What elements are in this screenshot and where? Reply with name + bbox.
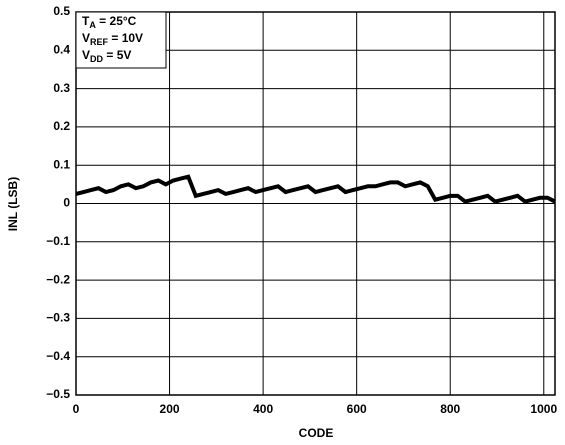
data-line xyxy=(75,174,556,204)
y-tick-label: −0.4 xyxy=(46,349,70,363)
annotation-part: T xyxy=(82,14,90,28)
y-tick-label: −0.5 xyxy=(46,387,70,401)
y-axis-label: INL (LSB) xyxy=(6,177,20,231)
annotation-part: V xyxy=(82,48,90,62)
annotation-part: A xyxy=(89,20,96,30)
y-tick-label: 0.3 xyxy=(53,81,70,95)
y-tick-label: 0.1 xyxy=(53,157,70,171)
annotation-part: = 5V xyxy=(103,48,131,62)
y-tick-label: −0.1 xyxy=(46,234,70,248)
x-tick-label: 0 xyxy=(73,402,80,416)
y-tick-label: 0.2 xyxy=(53,119,70,133)
annotation: TA = 25°C xyxy=(82,14,137,30)
x-axis-label: CODE xyxy=(299,426,334,440)
y-tick-label: 0 xyxy=(63,196,70,210)
annotation-part: V xyxy=(82,31,90,45)
y-tick-label: −0.2 xyxy=(46,272,70,286)
y-tick-label: 0.4 xyxy=(53,42,70,56)
annotation: VREF = 10V xyxy=(82,31,143,47)
y-tick-label: −0.3 xyxy=(46,311,70,325)
annotation-box xyxy=(75,11,167,69)
annotation-part: = 25°C xyxy=(96,14,137,28)
y-tick-label: 0.5 xyxy=(53,4,70,18)
x-tick-label: 800 xyxy=(440,402,460,416)
annotation-part: DD xyxy=(90,54,103,64)
x-tick-label: 400 xyxy=(253,402,273,416)
annotation: VDD = 5V xyxy=(82,48,131,64)
plot-frame xyxy=(75,11,556,396)
x-tick-label: 600 xyxy=(347,402,367,416)
x-tick-label: 200 xyxy=(160,402,180,416)
x-tick-label: 1000 xyxy=(530,402,557,416)
annotation-part: REF xyxy=(90,37,109,47)
annotation-part: = 10V xyxy=(108,31,143,45)
